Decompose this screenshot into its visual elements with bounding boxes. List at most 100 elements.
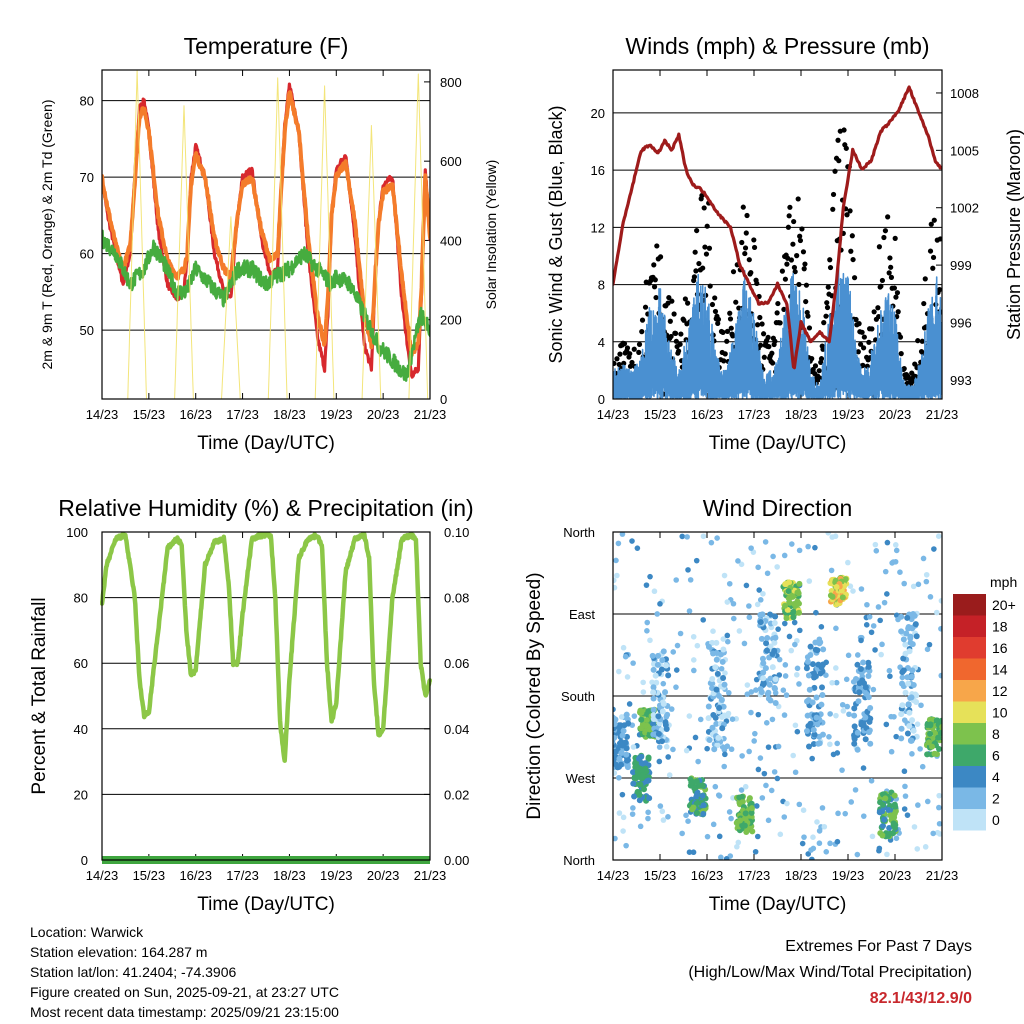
direction-point	[912, 621, 919, 628]
legend-label: 20+	[992, 597, 1016, 613]
direction-point	[786, 633, 793, 640]
y-tick-label: North	[563, 853, 595, 868]
y2-tick-label: 0.06	[444, 656, 469, 671]
direction-point	[613, 577, 617, 584]
direction-point	[898, 613, 905, 620]
direction-point	[769, 716, 776, 723]
gust-point	[715, 320, 721, 327]
direction-point	[812, 639, 819, 646]
gust-point	[787, 204, 793, 210]
direction-point	[697, 716, 704, 723]
direction-point	[772, 699, 779, 706]
direction-point	[651, 588, 658, 595]
direction-point	[646, 795, 653, 802]
direction-point	[823, 672, 829, 678]
direction-point	[782, 662, 789, 668]
direction-point	[826, 734, 832, 740]
gust-point	[898, 351, 904, 357]
gust-point	[639, 329, 645, 335]
series-9m-t	[102, 90, 430, 358]
direction-point	[788, 647, 795, 654]
gust-point	[835, 137, 841, 143]
direction-point	[653, 679, 660, 686]
y2-tick-label: 0.02	[444, 787, 469, 802]
direction-point	[818, 624, 825, 630]
direction-point	[819, 805, 826, 811]
y2-tick-label: 0.04	[444, 722, 469, 737]
direction-point	[712, 664, 719, 671]
direction-point	[620, 828, 626, 834]
direction-point	[813, 714, 820, 721]
direction-point	[843, 676, 850, 683]
direction-point	[937, 730, 942, 736]
direction-point	[726, 580, 733, 587]
direction-point	[629, 538, 635, 544]
direction-point	[666, 772, 673, 778]
direction-point	[936, 792, 942, 799]
direction-point	[721, 763, 728, 770]
direction-point	[908, 694, 915, 701]
direction-point	[862, 736, 869, 743]
direction-point	[665, 814, 671, 820]
gust-point	[636, 341, 643, 347]
y2-tick-label: 0.00	[444, 853, 469, 868]
gust-point	[791, 218, 797, 225]
direction-point	[887, 673, 893, 680]
gust-point	[759, 321, 765, 327]
direction-point	[748, 545, 754, 551]
temperature-data	[102, 70, 430, 399]
x-tick-label: 14/23	[86, 868, 119, 883]
gust-point	[715, 316, 722, 322]
x-tick-label: 20/23	[879, 868, 912, 883]
direction-point	[713, 720, 720, 727]
x-tick-label: 18/23	[273, 868, 306, 883]
direction-point	[719, 725, 726, 732]
direction-point	[893, 612, 900, 619]
direction-point	[820, 661, 827, 668]
gust-point	[841, 127, 847, 133]
direction-point	[613, 557, 619, 564]
direction-point	[870, 686, 877, 693]
gust-point	[720, 329, 726, 335]
direction-point	[913, 698, 920, 705]
direction-point	[820, 646, 827, 653]
direction-point	[827, 840, 833, 847]
chart-title: Wind Direction	[703, 495, 853, 521]
direction-point	[668, 706, 675, 712]
gust-point	[709, 301, 716, 308]
direction-point	[620, 644, 627, 651]
direction-point	[910, 583, 917, 590]
direction-point	[650, 684, 657, 691]
direction-point	[664, 711, 671, 718]
direction-point	[659, 657, 666, 664]
direction-point	[722, 670, 728, 676]
series-2m-t	[102, 82, 430, 379]
direction-point	[810, 834, 816, 841]
gust-point	[832, 168, 838, 174]
gust-point	[861, 334, 867, 340]
direction-point	[882, 568, 889, 575]
y2-tick-label: 1005	[950, 143, 979, 158]
y-tick-label: 70	[80, 170, 94, 185]
y-tick-label: 8	[598, 278, 605, 293]
legend-swatch	[953, 723, 986, 745]
gust-point	[681, 317, 687, 323]
gust-point	[621, 360, 627, 366]
direction-point	[794, 671, 800, 678]
direction-point	[922, 844, 929, 850]
direction-point	[893, 733, 900, 740]
gust-point	[876, 313, 882, 320]
gust-point	[727, 316, 734, 322]
direction-point	[616, 755, 623, 762]
direction-point	[754, 803, 760, 809]
direction-point	[757, 755, 764, 761]
x-tick-label: 20/23	[879, 407, 912, 422]
direction-point	[637, 781, 644, 788]
y-tick-label: 60	[80, 247, 94, 262]
direction-point	[613, 584, 618, 591]
direction-point	[736, 799, 743, 806]
direction-point	[715, 692, 722, 699]
gust-point	[915, 338, 921, 344]
direction-point	[642, 760, 649, 767]
direction-point	[844, 703, 851, 710]
